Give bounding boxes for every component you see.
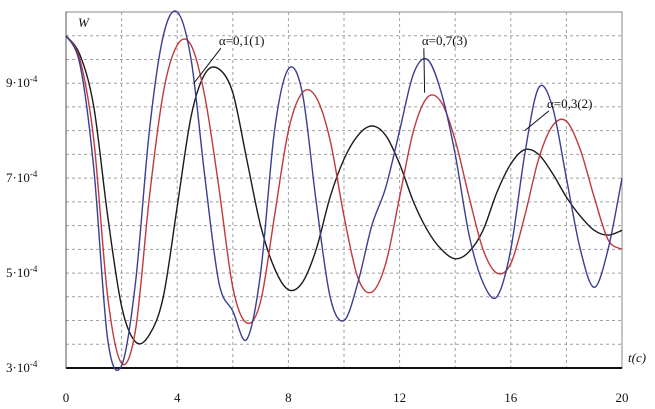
tick-labels: 0 4 8 12 16 20 3·10-4 5·10-4 7·10-4 9·10-4 (6, 74, 629, 405)
y-tick-label: 3·10-4 (6, 359, 38, 375)
annotations-group: α=0,1(1) α=0,7(3) α=0,3(2) (193, 33, 593, 132)
y-tick-label: 5·10-4 (6, 264, 38, 280)
annotation-pointer (193, 47, 222, 84)
x-tick-label: 8 (285, 390, 292, 405)
x-tick-label: 20 (616, 390, 629, 405)
y-axis-label: W (78, 15, 90, 30)
series-line-3 (65, 10, 623, 371)
x-tick-label: 0 (63, 390, 70, 405)
axes (65, 12, 622, 369)
grid-lines (66, 12, 622, 368)
x-tick-label: 16 (504, 390, 518, 405)
annotation-pointer (524, 110, 550, 132)
annotation-label: α=0,1(1) (219, 33, 265, 48)
x-axis-label: t(c) (628, 350, 646, 365)
y-tick-label: 9·10-4 (6, 74, 38, 90)
y-tick-label: 7·10-4 (6, 169, 38, 185)
annotation-label: α=0,3(2) (547, 96, 593, 111)
annotation-pointer (423, 48, 426, 93)
series-line-2 (65, 35, 623, 366)
annotation-label: α=0,7(3) (422, 33, 468, 48)
series-group (65, 10, 623, 371)
series-line-1 (65, 35, 623, 345)
x-tick-label: 4 (174, 390, 181, 405)
x-tick-label: 12 (393, 390, 406, 405)
